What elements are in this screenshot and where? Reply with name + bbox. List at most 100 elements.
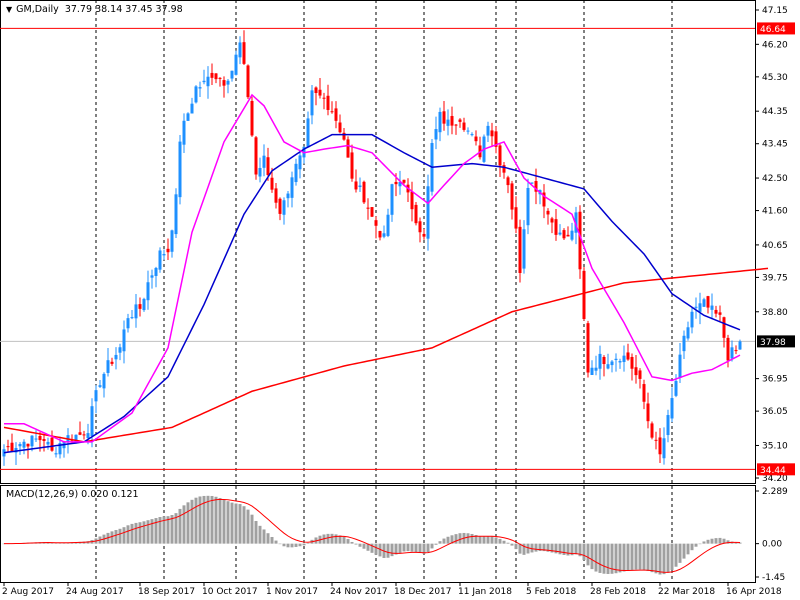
ohlc-low: 37.45 (125, 4, 153, 15)
macd-panel-frame (0, 485, 756, 583)
macd-bar (342, 536, 346, 544)
candle-body (334, 108, 338, 121)
macd-bar (410, 543, 414, 552)
macd-bar (446, 536, 450, 544)
candle-body (138, 304, 142, 309)
candle-body (162, 254, 166, 256)
macd-bar (170, 515, 174, 544)
macd-bar (470, 533, 474, 544)
candle-body (90, 406, 94, 437)
candle-body (442, 111, 446, 124)
macd-bar (402, 543, 406, 552)
candle-body (402, 179, 406, 183)
candle-body (494, 131, 498, 147)
macd-bar (538, 543, 542, 552)
macd-bar (278, 543, 282, 545)
candle-body (462, 122, 466, 130)
candle-body (734, 350, 738, 352)
x-tick-label: 11 Jan 2018 (458, 587, 512, 597)
candle-body (706, 296, 710, 308)
candle-body (110, 361, 114, 364)
macd-bar (282, 543, 286, 547)
y-tick-label: 43.45 (762, 140, 788, 150)
candle-body (114, 354, 118, 360)
candle-body (502, 165, 506, 173)
macd-bar (202, 495, 206, 544)
candle-body (698, 303, 702, 312)
macd-bar (134, 522, 138, 544)
x-tick-label: 18 Dec 2017 (394, 587, 452, 597)
macd-bar (566, 543, 570, 556)
candle-body (166, 248, 170, 253)
macd-bar (218, 498, 222, 544)
macd-bar (198, 496, 202, 544)
candle-body (266, 157, 270, 176)
macd-bar (426, 543, 430, 553)
macd-bar (178, 508, 182, 544)
candle-body (670, 398, 674, 419)
macd-bar (386, 543, 390, 558)
candle-body (506, 177, 510, 186)
candle-body (422, 233, 426, 237)
candle-body (366, 207, 370, 209)
candle-body (610, 361, 614, 366)
candle-body (518, 226, 522, 273)
candle-body (490, 130, 494, 137)
macd-bar (570, 543, 574, 556)
x-tick-label: 24 Nov 2017 (330, 587, 388, 597)
macd-bar (338, 535, 342, 544)
macd-bar (482, 536, 486, 544)
level-label: 46.64 (760, 25, 786, 35)
candle-body (590, 367, 594, 376)
y-tick-label: 47.15 (762, 6, 788, 16)
macd-bar (474, 535, 478, 544)
macd-bar (434, 543, 438, 545)
macd-bar (726, 540, 730, 544)
y-tick-label: 41.60 (762, 207, 788, 217)
macd-bar (530, 543, 534, 553)
macd-bar (522, 543, 526, 555)
candle-body (58, 443, 62, 455)
candle-body (330, 111, 334, 113)
macd-bar (150, 519, 154, 544)
macd-bar (662, 543, 666, 575)
macd-bar (374, 543, 378, 555)
macd-bar (626, 543, 630, 571)
macd-bar (690, 543, 694, 551)
macd-bar (630, 543, 634, 570)
macd-bar (702, 541, 706, 544)
macd-bar (378, 543, 382, 557)
candle-body (614, 358, 618, 360)
x-tick-label: 1 Nov 2017 (266, 587, 318, 597)
macd-bar (214, 496, 218, 544)
candle-body (218, 77, 222, 79)
candle-body (86, 433, 90, 439)
macd-bar (398, 543, 402, 553)
candle-body (122, 329, 126, 352)
collapse-arrow-icon[interactable]: ▼ (6, 5, 13, 14)
macd-bar (54, 543, 58, 544)
macd-y-tick-label: 0.00 (762, 540, 782, 550)
macd-bar (606, 543, 610, 574)
macd-bar (578, 543, 582, 557)
candle-body (274, 188, 278, 203)
macd-bar (250, 514, 254, 544)
candle-body (582, 270, 586, 320)
macd-bar (738, 542, 742, 544)
candle-body (118, 347, 122, 353)
candle-body (514, 207, 518, 229)
candle-body (242, 42, 246, 64)
candle-body (150, 275, 154, 278)
macd-bar (654, 543, 658, 574)
x-tick-label: 28 Feb 2018 (590, 587, 646, 597)
main-panel-frame (0, 0, 756, 484)
macd-bar (498, 538, 502, 544)
candle-body (14, 447, 18, 453)
candle-body (690, 311, 694, 328)
candle-body (602, 356, 606, 365)
candle-body (154, 267, 158, 276)
candle-body (414, 204, 418, 224)
macd-bar (582, 543, 586, 561)
candle-body (710, 305, 714, 310)
